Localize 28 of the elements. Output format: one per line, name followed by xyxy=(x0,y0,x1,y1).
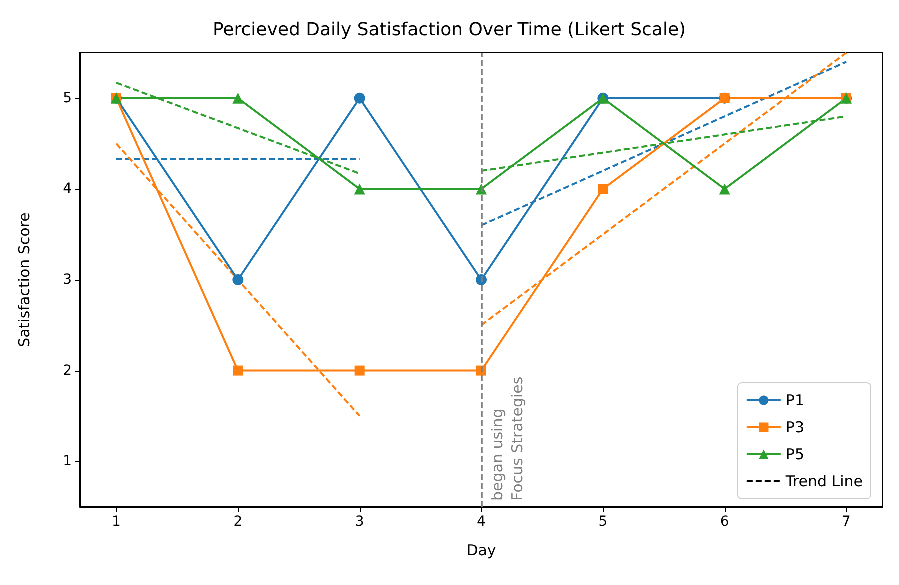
x-tick-label: 5 xyxy=(598,514,608,530)
x-tick-label: 6 xyxy=(720,514,730,530)
legend-label: Trend Line xyxy=(784,472,864,490)
point xyxy=(598,184,608,194)
y-tick-label: 1 xyxy=(63,454,72,470)
chart-title: Percieved Daily Satisfaction Over Time (Likert Scale) xyxy=(212,20,686,40)
x-tick-label: 1 xyxy=(112,514,121,530)
point xyxy=(719,184,730,195)
y-tick-label: 2 xyxy=(63,362,72,379)
y-tick-label: 5 xyxy=(63,90,72,106)
point xyxy=(232,274,244,286)
point xyxy=(354,366,365,376)
point xyxy=(232,92,244,104)
legend-label: P1 xyxy=(786,392,805,410)
point xyxy=(354,92,366,104)
legend-label: P3 xyxy=(786,418,805,436)
y-axis-title: Satisfaction Score xyxy=(16,212,34,348)
ref-line-label: began using Focus Strategies xyxy=(488,376,526,501)
y-tick-label: 3 xyxy=(63,272,72,288)
x-tick-label: 7 xyxy=(842,514,851,530)
point xyxy=(354,184,366,195)
x-tick-label: 2 xyxy=(234,514,243,530)
y-tick-label: 4 xyxy=(63,181,72,198)
x-axis-title: Day xyxy=(466,542,496,560)
x-tick-label: 4 xyxy=(477,514,486,530)
legend-label: P5 xyxy=(786,446,805,464)
point xyxy=(233,366,244,376)
x-tick-label: 3 xyxy=(355,514,364,530)
